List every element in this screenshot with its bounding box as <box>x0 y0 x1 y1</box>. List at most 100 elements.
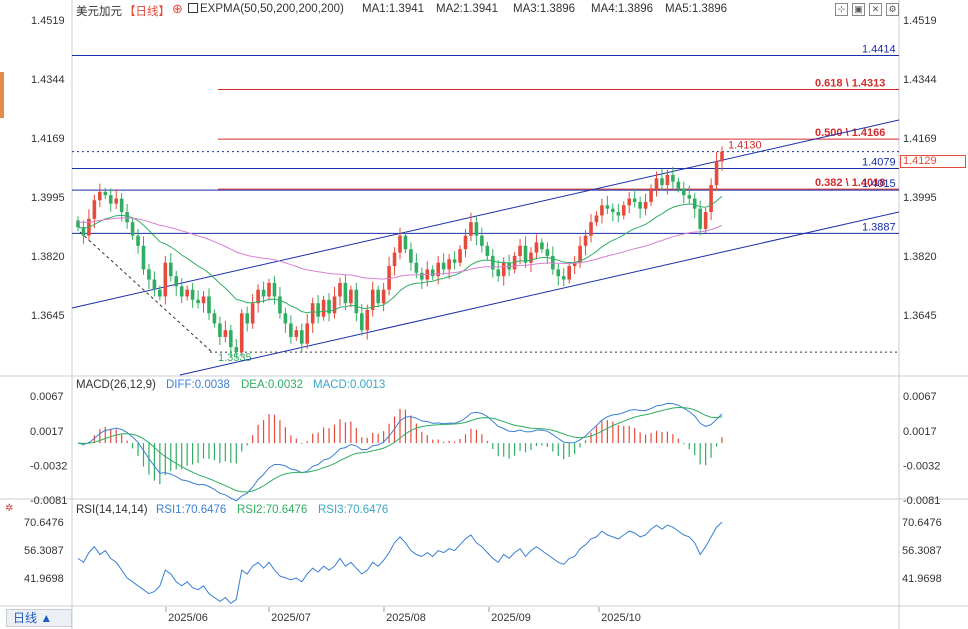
candle-body <box>283 313 288 324</box>
left-marker <box>0 72 4 118</box>
macd-tick-right: 0.0017 <box>903 426 937 438</box>
macd-pane <box>77 402 723 502</box>
high-annotation: 1.4130 <box>728 139 762 151</box>
candle-body <box>376 289 380 304</box>
candle-body <box>338 282 342 297</box>
rsi2-value: RSI2:70.6476 <box>237 504 308 516</box>
candle-body <box>141 245 146 270</box>
rsi-tick-left: 70.6476 <box>24 517 64 529</box>
candle-body <box>365 309 370 331</box>
channel-lower-line <box>179 211 900 376</box>
candle-body <box>316 303 320 317</box>
ema200-line <box>77 217 723 280</box>
candle-body <box>310 303 315 324</box>
level-label: 1.3887 <box>862 221 896 233</box>
macd-tick-left: 0.0017 <box>30 426 64 438</box>
add-icon[interactable]: ⊕ <box>172 1 183 16</box>
candle-body <box>681 188 686 196</box>
candle-body <box>163 262 168 297</box>
candle-body <box>207 296 211 314</box>
candle-body <box>196 299 200 304</box>
candle-body <box>490 255 495 270</box>
candle-body <box>114 198 119 204</box>
candle-body <box>174 276 179 287</box>
expand-icon[interactable]: ⊹ <box>835 3 848 16</box>
candle-body <box>92 200 97 219</box>
rsi-pane <box>77 521 723 604</box>
candle-body <box>578 245 582 263</box>
rsi-tick-right: 41.9698 <box>902 573 942 585</box>
y-tick-label-left: 1.4169 <box>31 133 65 145</box>
candle-body <box>436 262 441 277</box>
macd-tick-left: 0.0067 <box>30 391 64 403</box>
candle-body <box>589 222 593 236</box>
y-tick-label-right: 1.4519 <box>903 15 937 27</box>
candle-body <box>430 269 435 277</box>
rsi-line <box>77 521 723 604</box>
x-tick-label: 2025/06 <box>168 612 208 624</box>
candle-body <box>687 195 692 199</box>
timeframe-button[interactable]: 日线 ▲ <box>6 609 72 627</box>
candle-body <box>168 262 173 277</box>
x-tick-label: 2025/08 <box>386 612 426 624</box>
period-label[interactable]: 【日线】 <box>124 6 170 18</box>
candle-body <box>643 201 648 209</box>
candle-body <box>321 299 326 317</box>
fullscreen-icon[interactable]: ▣ <box>852 3 865 16</box>
close-icon[interactable]: ✕ <box>869 3 882 16</box>
candle-body <box>540 242 544 250</box>
rsi-tick-left: 56.3087 <box>24 545 64 557</box>
x-tick-label: 2025/07 <box>271 612 311 624</box>
candle-body <box>218 323 222 337</box>
indicator-label[interactable]: EXPMA(50,50,200,200,200) <box>188 3 344 15</box>
candle-body <box>561 276 566 280</box>
level-label: 0.382 \ 1.4018 <box>815 177 885 189</box>
candle-body <box>185 289 189 297</box>
y-tick-label-left: 1.4344 <box>31 74 65 86</box>
candle-body <box>108 195 113 204</box>
candle-body <box>441 262 446 270</box>
candle-body <box>370 289 375 310</box>
level-label: 1.4015 <box>862 178 896 190</box>
candle-body <box>616 212 621 216</box>
rsi-tick-right: 70.6476 <box>902 517 942 529</box>
rsi-title: RSI(14,14,14) <box>76 504 148 516</box>
candle-body <box>709 185 713 213</box>
candle-body <box>245 313 249 324</box>
candle-body <box>98 191 102 201</box>
candle-body <box>223 330 228 337</box>
macd-title: MACD(26,12,9) <box>76 379 156 391</box>
candle-body <box>212 313 217 324</box>
candle-body <box>621 205 626 216</box>
macd-value: MACD:0.0013 <box>313 379 386 391</box>
y-tick-label-right: 1.3820 <box>903 251 937 263</box>
candle-body <box>703 212 708 229</box>
candle-body <box>103 191 108 196</box>
x-tick-label: 2025/09 <box>491 612 531 624</box>
rsi-gear-icon[interactable]: ✲ <box>5 503 14 514</box>
rsi3-value: RSI3:70.6476 <box>318 504 389 516</box>
ma5-value: MA5:1.3896 <box>665 3 728 15</box>
y-tick-label-left: 1.4519 <box>31 15 65 27</box>
candle-body <box>632 198 637 202</box>
candle-body <box>403 235 408 250</box>
indicator-box-icon <box>188 3 198 13</box>
candle-body <box>261 289 266 297</box>
settings-icon[interactable]: ⚙ <box>886 3 899 16</box>
candle-body <box>452 259 457 263</box>
channel-upper-line <box>71 119 900 309</box>
candle-body <box>392 252 397 267</box>
trend-channel <box>71 119 900 376</box>
candle-body <box>343 282 348 304</box>
candle-body <box>671 174 675 182</box>
candle-body <box>605 205 610 209</box>
candle-body <box>136 235 140 246</box>
candle-body <box>692 198 697 209</box>
candle-body <box>469 222 473 236</box>
candle-body <box>654 178 659 189</box>
candle-body <box>420 272 424 280</box>
candle-body <box>152 279 157 290</box>
candle-body <box>496 269 501 277</box>
macd-tick-left: -0.0081 <box>30 495 67 507</box>
